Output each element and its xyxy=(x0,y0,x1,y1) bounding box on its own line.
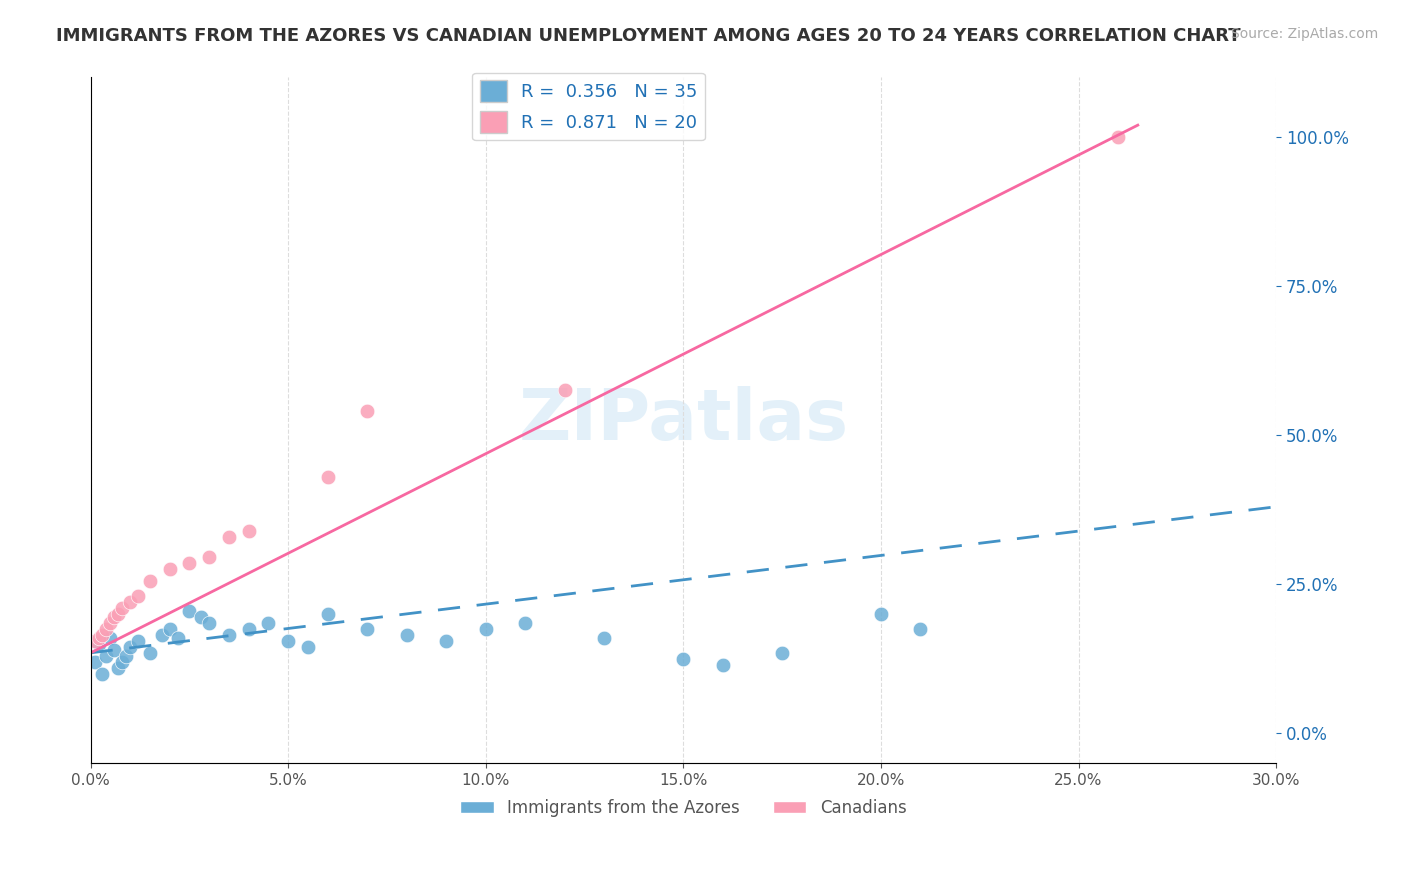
Point xyxy=(96,622,118,636)
Point xyxy=(107,661,129,675)
Text: ZIPatlas: ZIPatlas xyxy=(519,385,848,455)
Point xyxy=(159,562,181,576)
Point xyxy=(111,601,134,615)
Point xyxy=(395,628,418,642)
Point xyxy=(297,640,319,654)
Point xyxy=(96,648,118,663)
Point xyxy=(107,607,129,621)
Point xyxy=(127,633,149,648)
Point xyxy=(672,652,695,666)
Point xyxy=(83,655,105,669)
Point xyxy=(770,646,793,660)
Point xyxy=(111,655,134,669)
Point xyxy=(159,622,181,636)
Point xyxy=(103,643,125,657)
Point xyxy=(434,633,457,648)
Point xyxy=(515,615,537,630)
Point xyxy=(910,622,932,636)
Point xyxy=(179,604,201,618)
Point xyxy=(218,628,240,642)
Point xyxy=(277,633,299,648)
Point xyxy=(87,637,110,651)
Point xyxy=(139,574,162,589)
Point xyxy=(356,404,378,418)
Point xyxy=(218,530,240,544)
Point xyxy=(198,615,221,630)
Point xyxy=(593,631,616,645)
Point xyxy=(356,622,378,636)
Point xyxy=(1107,130,1129,145)
Point xyxy=(166,631,188,645)
Point xyxy=(91,628,114,642)
Point xyxy=(87,631,110,645)
Point xyxy=(100,615,122,630)
Point xyxy=(127,589,149,603)
Point xyxy=(190,610,212,624)
Point xyxy=(120,640,142,654)
Point xyxy=(150,628,173,642)
Legend: Immigrants from the Azores, Canadians: Immigrants from the Azores, Canadians xyxy=(454,792,912,823)
Point xyxy=(238,622,260,636)
Point xyxy=(91,666,114,681)
Point xyxy=(316,470,339,484)
Point xyxy=(120,595,142,609)
Point xyxy=(711,657,734,672)
Point xyxy=(257,615,280,630)
Point xyxy=(103,610,125,624)
Point xyxy=(554,384,576,398)
Point xyxy=(83,633,105,648)
Point xyxy=(139,646,162,660)
Point xyxy=(316,607,339,621)
Point xyxy=(198,550,221,565)
Text: IMMIGRANTS FROM THE AZORES VS CANADIAN UNEMPLOYMENT AMONG AGES 20 TO 24 YEARS CO: IMMIGRANTS FROM THE AZORES VS CANADIAN U… xyxy=(56,27,1241,45)
Point xyxy=(179,557,201,571)
Text: Source: ZipAtlas.com: Source: ZipAtlas.com xyxy=(1230,27,1378,41)
Point xyxy=(115,648,138,663)
Point xyxy=(238,524,260,538)
Point xyxy=(475,622,498,636)
Point xyxy=(100,631,122,645)
Point xyxy=(870,607,893,621)
